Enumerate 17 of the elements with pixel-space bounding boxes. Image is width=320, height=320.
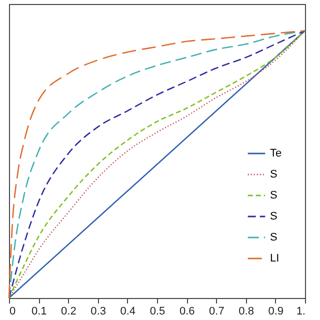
legend-label: S [270, 210, 278, 222]
x-tick-label: 0.4 [120, 306, 136, 318]
x-tick-label: 0.2 [61, 306, 76, 318]
x-tick-label: 0.6 [179, 306, 195, 318]
x-tick-label: 0.3 [90, 306, 106, 318]
x-tick-label: 0.7 [209, 306, 224, 318]
x-tick-label: 0.5 [150, 306, 166, 318]
x-tick-label: 0.9 [268, 306, 284, 318]
legend-label: LI [270, 252, 280, 264]
legend-label: Te [270, 148, 282, 160]
x-tick-label: 0.8 [238, 306, 254, 318]
x-tick-label: 1. [296, 306, 306, 318]
x-tick-label: 0.1 [31, 306, 47, 318]
legend-label: S [270, 232, 278, 244]
x-tick-label: 0 [10, 306, 16, 318]
legend-label: S [270, 190, 278, 202]
legend-label: S [270, 168, 278, 180]
